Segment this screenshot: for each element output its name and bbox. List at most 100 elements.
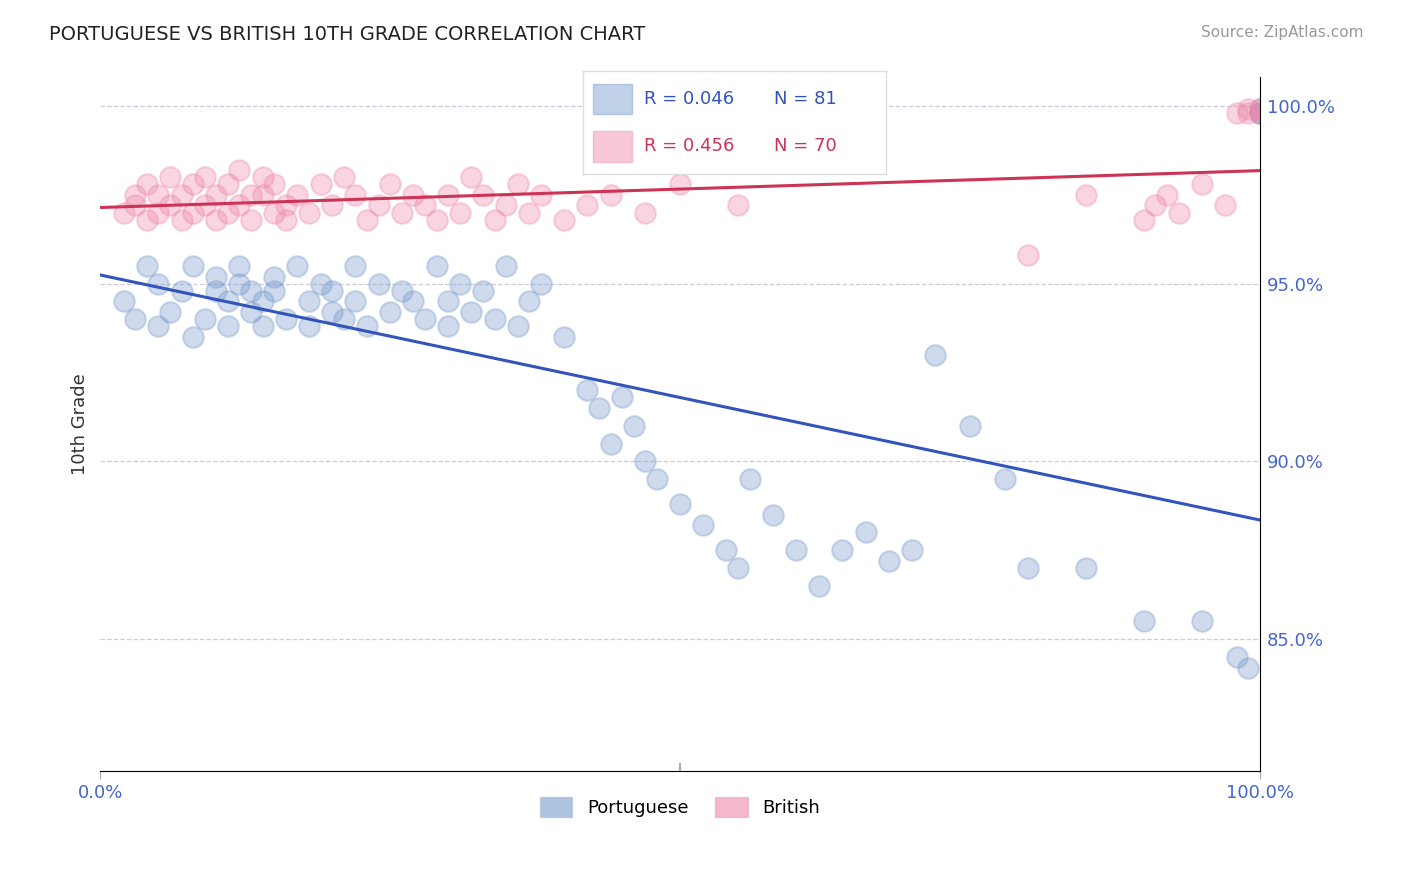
Point bbox=[287, 187, 309, 202]
Point bbox=[738, 472, 761, 486]
Point bbox=[124, 187, 146, 202]
Point bbox=[517, 294, 540, 309]
Point bbox=[1074, 187, 1097, 202]
Point bbox=[367, 198, 389, 212]
Point bbox=[112, 294, 135, 309]
Point bbox=[1237, 660, 1260, 674]
Point bbox=[495, 259, 517, 273]
Point bbox=[716, 543, 738, 558]
Point bbox=[194, 169, 217, 184]
Point bbox=[1237, 106, 1260, 120]
Point bbox=[1156, 187, 1178, 202]
Point bbox=[530, 187, 553, 202]
Point bbox=[391, 284, 413, 298]
Point bbox=[344, 187, 367, 202]
Point bbox=[831, 543, 853, 558]
Point bbox=[762, 508, 785, 522]
Point bbox=[1133, 615, 1156, 629]
Point bbox=[263, 269, 285, 284]
Point bbox=[252, 294, 274, 309]
Point bbox=[240, 212, 263, 227]
Point bbox=[170, 187, 193, 202]
Point bbox=[159, 198, 181, 212]
Point bbox=[391, 205, 413, 219]
Point bbox=[217, 319, 239, 334]
Point bbox=[240, 284, 263, 298]
Point bbox=[298, 294, 321, 309]
Point bbox=[263, 177, 285, 191]
Point bbox=[263, 284, 285, 298]
Point bbox=[437, 187, 460, 202]
Point bbox=[402, 187, 425, 202]
Point bbox=[194, 198, 217, 212]
Point bbox=[610, 391, 633, 405]
Point bbox=[692, 518, 714, 533]
Point bbox=[240, 187, 263, 202]
Point bbox=[181, 259, 204, 273]
Point bbox=[599, 187, 621, 202]
Text: R = 0.456: R = 0.456 bbox=[644, 137, 734, 155]
Point bbox=[148, 187, 170, 202]
Point bbox=[460, 305, 482, 319]
Point bbox=[437, 319, 460, 334]
Point bbox=[506, 177, 529, 191]
Point bbox=[148, 277, 170, 291]
Point bbox=[530, 277, 553, 291]
Point bbox=[217, 177, 239, 191]
Point bbox=[135, 259, 157, 273]
Point bbox=[298, 319, 321, 334]
Point bbox=[181, 177, 204, 191]
Point bbox=[274, 198, 297, 212]
Point bbox=[634, 205, 657, 219]
Point bbox=[217, 205, 239, 219]
FancyBboxPatch shape bbox=[592, 84, 631, 114]
Point bbox=[855, 525, 877, 540]
Point bbox=[321, 198, 343, 212]
Point bbox=[228, 259, 250, 273]
Point bbox=[413, 312, 436, 326]
Legend: Portuguese, British: Portuguese, British bbox=[533, 789, 827, 824]
Point bbox=[576, 198, 599, 212]
Point bbox=[785, 543, 807, 558]
Point bbox=[263, 205, 285, 219]
Point bbox=[460, 169, 482, 184]
Point bbox=[727, 198, 749, 212]
Point bbox=[553, 330, 575, 344]
Point bbox=[1213, 198, 1236, 212]
Point bbox=[228, 277, 250, 291]
Point bbox=[1226, 649, 1249, 664]
Point bbox=[437, 294, 460, 309]
Point bbox=[181, 330, 204, 344]
FancyBboxPatch shape bbox=[592, 131, 631, 161]
Text: R = 0.046: R = 0.046 bbox=[644, 90, 734, 108]
Point bbox=[1017, 248, 1039, 262]
Point bbox=[356, 319, 378, 334]
Point bbox=[170, 284, 193, 298]
Y-axis label: 10th Grade: 10th Grade bbox=[72, 373, 89, 475]
Text: Source: ZipAtlas.com: Source: ZipAtlas.com bbox=[1201, 25, 1364, 40]
Point bbox=[484, 212, 506, 227]
Text: PORTUGUESE VS BRITISH 10TH GRADE CORRELATION CHART: PORTUGUESE VS BRITISH 10TH GRADE CORRELA… bbox=[49, 25, 645, 44]
Point bbox=[1249, 106, 1271, 120]
Point bbox=[517, 205, 540, 219]
Point bbox=[808, 579, 831, 593]
Point bbox=[1144, 198, 1167, 212]
Point bbox=[1191, 177, 1213, 191]
Point bbox=[228, 162, 250, 177]
Point bbox=[901, 543, 924, 558]
Point bbox=[205, 269, 228, 284]
Point bbox=[252, 187, 274, 202]
Point bbox=[309, 177, 332, 191]
Text: N = 81: N = 81 bbox=[773, 90, 837, 108]
Point bbox=[124, 312, 146, 326]
Point bbox=[994, 472, 1017, 486]
Point bbox=[148, 319, 170, 334]
Point bbox=[576, 384, 599, 398]
Point bbox=[1249, 106, 1271, 120]
Point bbox=[1074, 561, 1097, 575]
Point bbox=[228, 198, 250, 212]
Point bbox=[924, 348, 946, 362]
Point bbox=[877, 554, 900, 568]
Point bbox=[1237, 103, 1260, 117]
Point bbox=[495, 198, 517, 212]
